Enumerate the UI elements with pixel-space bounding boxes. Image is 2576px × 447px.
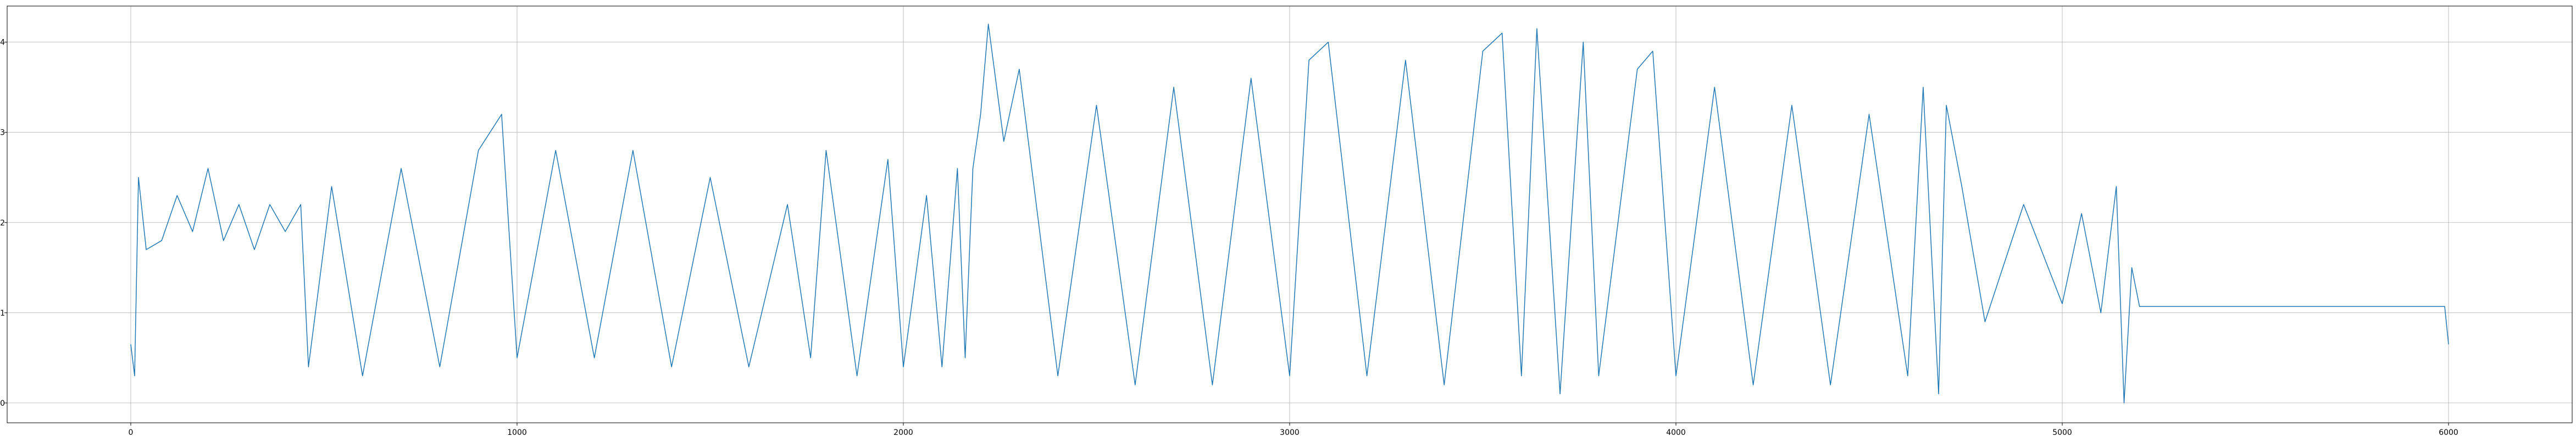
y-tick-label: 3 — [0, 129, 5, 137]
y-tick-label: 4 — [0, 38, 5, 47]
x-tick-label: 5000 — [2052, 428, 2072, 437]
series-lines — [130, 24, 2449, 404]
series-line — [130, 24, 2449, 404]
grid-lines — [7, 6, 2572, 423]
axis-ticks: 0 1000 2000 3000 4000 5000 6000 0 1 2 3 4 — [0, 38, 2458, 437]
x-tick-label: 6000 — [2439, 428, 2458, 437]
x-tick-label: 0 — [129, 428, 134, 437]
y-tick-label: 1 — [0, 309, 5, 318]
y-tick-label: 2 — [0, 219, 5, 228]
x-tick-label: 4000 — [1666, 428, 1686, 437]
x-tick-label: 1000 — [507, 428, 527, 437]
x-tick-label: 3000 — [1280, 428, 1300, 437]
y-tick-label: 0 — [0, 399, 5, 408]
x-tick-label: 2000 — [893, 428, 913, 437]
